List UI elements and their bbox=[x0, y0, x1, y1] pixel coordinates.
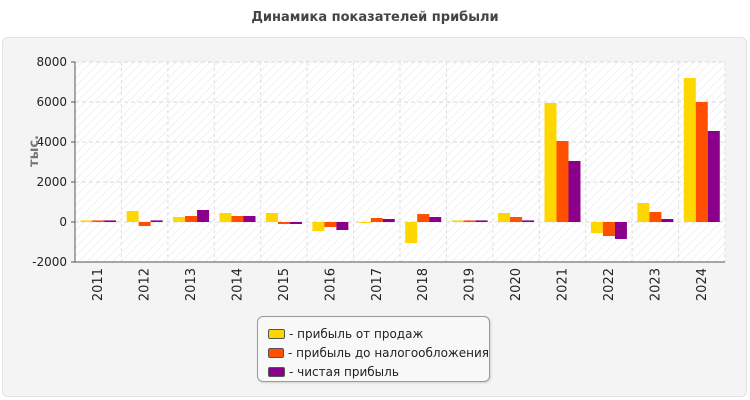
x-tick-label: 2015 bbox=[277, 268, 292, 301]
x-tick-label: 2020 bbox=[509, 268, 524, 301]
bar bbox=[92, 220, 105, 222]
bar bbox=[219, 213, 232, 222]
legend-item: - чистая прибыль bbox=[268, 362, 489, 381]
bar bbox=[510, 217, 523, 222]
bar bbox=[590, 222, 603, 233]
bar bbox=[197, 210, 210, 222]
bar bbox=[463, 220, 476, 222]
bar bbox=[405, 222, 418, 243]
bar bbox=[417, 214, 430, 222]
bar bbox=[614, 222, 627, 239]
x-tick-label: 2017 bbox=[370, 268, 385, 301]
legend-item: - прибыль до налогообложения bbox=[268, 343, 489, 362]
y-tick-label: 8000 bbox=[36, 55, 67, 69]
y-tick-label: 6000 bbox=[36, 95, 67, 109]
chart-title: Динамика показателей прибыли bbox=[251, 10, 499, 25]
bar bbox=[104, 220, 117, 222]
bar bbox=[243, 216, 256, 222]
bar bbox=[661, 219, 674, 222]
x-tick-label: 2018 bbox=[416, 268, 431, 301]
bar bbox=[649, 212, 662, 222]
legend-swatch bbox=[268, 366, 285, 377]
y-tick-label: 4000 bbox=[36, 135, 67, 149]
x-tick-label: 2013 bbox=[184, 268, 199, 301]
chart-legend: - прибыль от продаж - прибыль до налогооб… bbox=[257, 316, 490, 382]
legend-label: - чистая прибыль bbox=[289, 364, 399, 379]
bar bbox=[173, 217, 186, 222]
bar bbox=[80, 220, 93, 222]
x-tick-label: 2024 bbox=[695, 268, 710, 301]
bar bbox=[265, 213, 278, 222]
bar bbox=[277, 222, 290, 224]
bar bbox=[556, 141, 569, 222]
legend-swatch bbox=[268, 347, 285, 358]
legend-swatch bbox=[268, 328, 285, 339]
bar bbox=[602, 222, 615, 236]
bar bbox=[382, 219, 395, 222]
x-tick-label: 2023 bbox=[648, 268, 663, 301]
x-tick-label: 2011 bbox=[91, 268, 106, 301]
bar bbox=[231, 216, 244, 222]
bar bbox=[429, 217, 442, 222]
x-tick-label: 2019 bbox=[463, 268, 478, 301]
bar bbox=[695, 102, 708, 222]
bar bbox=[707, 131, 720, 222]
bar bbox=[683, 78, 696, 222]
bar bbox=[138, 222, 151, 226]
bar bbox=[185, 216, 198, 222]
bar bbox=[358, 222, 371, 223]
bar bbox=[498, 213, 511, 222]
bar bbox=[289, 222, 302, 224]
bar bbox=[544, 103, 557, 222]
legend-item: - прибыль от продаж bbox=[268, 324, 489, 343]
y-tick-label: 0 bbox=[59, 215, 67, 229]
bar bbox=[475, 220, 488, 222]
bar bbox=[451, 220, 464, 222]
y-tick-label: 2000 bbox=[36, 175, 67, 189]
legend-label: - прибыль от продаж bbox=[289, 326, 424, 341]
bar bbox=[370, 218, 383, 222]
bar bbox=[150, 220, 163, 222]
x-tick-label: 2014 bbox=[231, 268, 246, 301]
bar bbox=[324, 222, 337, 227]
x-tick-label: 2016 bbox=[323, 268, 338, 301]
x-tick-label: 2022 bbox=[602, 268, 617, 301]
x-tick-label: 2012 bbox=[138, 268, 153, 301]
bar bbox=[568, 161, 581, 222]
bar bbox=[126, 211, 139, 222]
bar bbox=[522, 220, 535, 222]
x-tick-label: 2021 bbox=[556, 268, 571, 301]
y-tick-label: -2000 bbox=[32, 255, 67, 269]
bar bbox=[312, 222, 325, 231]
y-axis-label: тыс. bbox=[27, 135, 42, 167]
legend-label: - прибыль до налогообложения bbox=[288, 345, 489, 360]
bar bbox=[336, 222, 349, 230]
bar bbox=[637, 203, 650, 222]
